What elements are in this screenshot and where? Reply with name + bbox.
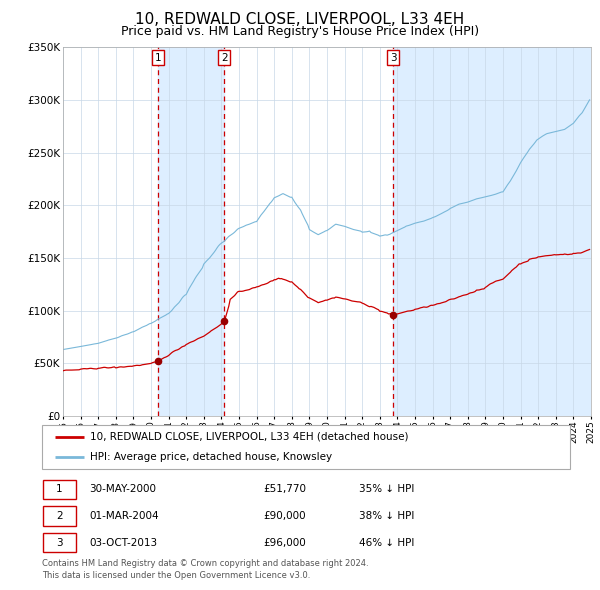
Text: HPI: Average price, detached house, Knowsley: HPI: Average price, detached house, Know… [89, 452, 332, 462]
Text: 3: 3 [389, 53, 397, 63]
Text: 03-OCT-2013: 03-OCT-2013 [89, 537, 158, 548]
Text: £96,000: £96,000 [264, 537, 307, 548]
Text: 1: 1 [155, 53, 161, 63]
Text: 1: 1 [56, 484, 63, 494]
Text: £90,000: £90,000 [264, 511, 307, 521]
Text: 46% ↓ HPI: 46% ↓ HPI [359, 537, 414, 548]
Text: This data is licensed under the Open Government Licence v3.0.: This data is licensed under the Open Gov… [42, 571, 310, 579]
Text: 3: 3 [56, 537, 63, 548]
Text: 10, REDWALD CLOSE, LIVERPOOL, L33 4EH (detached house): 10, REDWALD CLOSE, LIVERPOOL, L33 4EH (d… [89, 432, 408, 442]
Text: 38% ↓ HPI: 38% ↓ HPI [359, 511, 414, 521]
Text: 10, REDWALD CLOSE, LIVERPOOL, L33 4EH: 10, REDWALD CLOSE, LIVERPOOL, L33 4EH [136, 12, 464, 27]
Text: Price paid vs. HM Land Registry's House Price Index (HPI): Price paid vs. HM Land Registry's House … [121, 25, 479, 38]
Text: 35% ↓ HPI: 35% ↓ HPI [359, 484, 414, 494]
Text: 30-MAY-2000: 30-MAY-2000 [89, 484, 157, 494]
Text: 2: 2 [221, 53, 227, 63]
Text: 01-MAR-2004: 01-MAR-2004 [89, 511, 159, 521]
FancyBboxPatch shape [43, 533, 76, 552]
Bar [158, 47, 224, 416]
FancyBboxPatch shape [43, 480, 76, 499]
Text: Contains HM Land Registry data © Crown copyright and database right 2024.: Contains HM Land Registry data © Crown c… [42, 559, 368, 568]
FancyBboxPatch shape [42, 425, 570, 469]
Text: £51,770: £51,770 [264, 484, 307, 494]
Bar [393, 47, 591, 416]
FancyBboxPatch shape [43, 506, 76, 526]
Text: 2: 2 [56, 511, 63, 521]
